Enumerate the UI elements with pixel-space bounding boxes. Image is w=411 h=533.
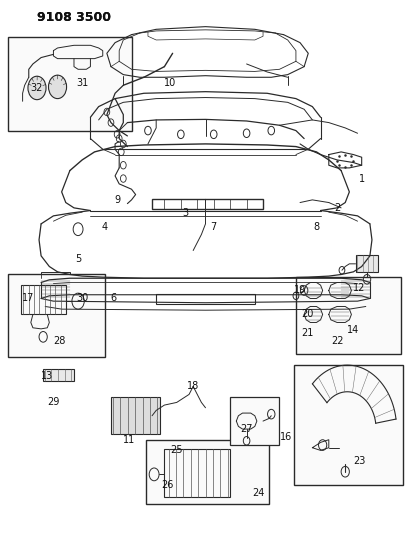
Bar [41, 272, 70, 280]
Text: 5: 5 [75, 254, 81, 263]
Circle shape [48, 75, 67, 99]
Bar [8, 274, 105, 357]
Text: 21: 21 [301, 328, 314, 338]
Text: 1: 1 [359, 174, 365, 183]
Circle shape [28, 76, 46, 100]
Text: 3: 3 [182, 208, 188, 218]
Text: 13: 13 [41, 371, 53, 381]
Text: 22: 22 [331, 336, 343, 346]
Text: 6: 6 [110, 294, 116, 303]
Text: 8: 8 [314, 222, 319, 231]
Text: 11: 11 [123, 435, 136, 445]
Text: 9108 3500: 9108 3500 [37, 11, 111, 24]
Text: 14: 14 [347, 326, 360, 335]
Text: 24: 24 [252, 488, 264, 498]
Text: 23: 23 [353, 456, 366, 466]
Bar [8, 37, 132, 131]
Bar [230, 397, 279, 445]
Text: 20: 20 [301, 310, 314, 319]
Text: 4: 4 [102, 222, 108, 231]
Bar [152, 199, 263, 209]
Text: 30: 30 [76, 294, 88, 303]
Text: 17: 17 [22, 294, 34, 303]
Text: 7: 7 [210, 222, 217, 231]
Text: 16: 16 [279, 432, 292, 442]
Bar [111, 397, 160, 434]
Bar [296, 277, 401, 354]
Text: 32: 32 [31, 83, 43, 93]
Text: 27: 27 [240, 424, 253, 434]
Text: 12: 12 [353, 283, 366, 293]
Bar [156, 294, 255, 304]
Text: 2: 2 [334, 203, 340, 213]
Text: 31: 31 [76, 78, 88, 87]
Text: 29: 29 [47, 398, 60, 407]
Bar [146, 440, 269, 504]
Text: 9: 9 [114, 195, 120, 205]
Bar [41, 277, 70, 298]
Bar [341, 277, 370, 298]
Text: 19: 19 [294, 286, 306, 295]
Text: 9108 3500: 9108 3500 [37, 11, 111, 24]
Text: 28: 28 [53, 336, 66, 346]
Bar [43, 369, 74, 381]
Text: 25: 25 [171, 446, 183, 455]
Bar [164, 449, 230, 497]
Bar [294, 365, 403, 485]
Bar [21, 285, 66, 314]
Bar [356, 255, 378, 272]
Text: 18: 18 [187, 382, 199, 391]
Text: 10: 10 [164, 78, 177, 87]
Text: 26: 26 [162, 480, 174, 490]
